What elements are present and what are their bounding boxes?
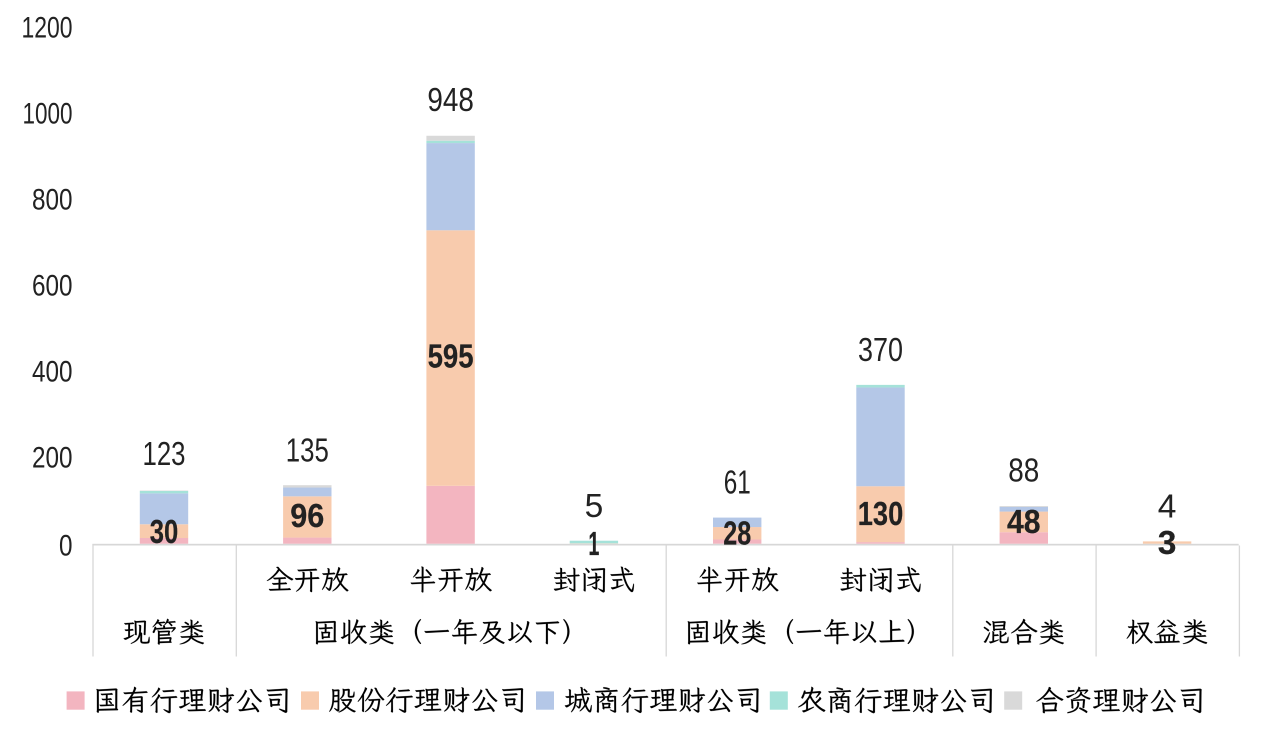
- svg-text:200: 200: [32, 442, 73, 475]
- svg-text:88: 88: [1008, 453, 1039, 490]
- svg-text:400: 400: [32, 355, 73, 388]
- svg-text:1200: 1200: [22, 11, 73, 44]
- svg-text:370: 370: [858, 332, 903, 369]
- svg-text:130: 130: [858, 496, 904, 533]
- svg-text:28: 28: [723, 516, 751, 553]
- svg-text:1000: 1000: [23, 97, 73, 130]
- svg-text:61: 61: [724, 464, 751, 501]
- svg-text:4: 4: [1158, 489, 1177, 526]
- svg-text:30: 30: [150, 514, 179, 551]
- svg-text:5: 5: [585, 488, 604, 525]
- svg-text:123: 123: [143, 436, 186, 473]
- svg-text:1: 1: [588, 526, 599, 563]
- svg-text:48: 48: [1007, 504, 1041, 541]
- svg-text:3: 3: [1158, 525, 1177, 562]
- svg-text:600: 600: [32, 269, 73, 302]
- svg-text:135: 135: [286, 433, 329, 470]
- svg-text:800: 800: [32, 183, 73, 216]
- svg-text:595: 595: [428, 338, 474, 375]
- svg-text:96: 96: [290, 498, 324, 535]
- svg-text:948: 948: [427, 82, 474, 119]
- svg-text:0: 0: [59, 529, 73, 562]
